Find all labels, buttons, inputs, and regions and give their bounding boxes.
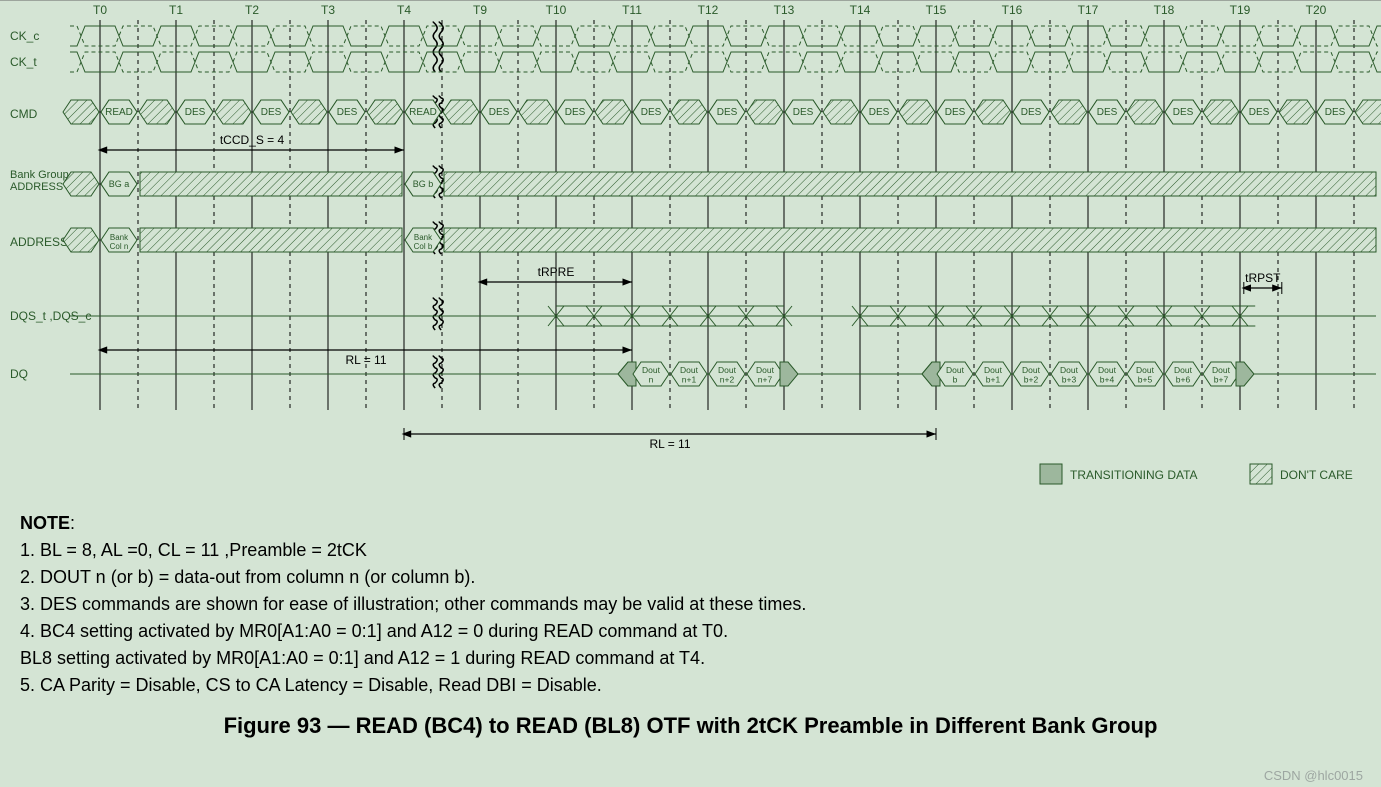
svg-text:RL = 11: RL = 11 bbox=[345, 353, 386, 367]
svg-text:tRPRE: tRPRE bbox=[538, 265, 575, 279]
watermark: CSDN @hlc0015 bbox=[1264, 768, 1363, 783]
svg-text:T12: T12 bbox=[698, 3, 719, 17]
svg-text:BankCol b: BankCol b bbox=[414, 233, 433, 251]
svg-text:DES: DES bbox=[1173, 107, 1194, 118]
svg-text:Bank GroupADDRESS: Bank GroupADDRESS bbox=[10, 169, 69, 193]
note-line: 2. DOUT n (or b) = data-out from column … bbox=[20, 564, 1361, 591]
svg-text:T15: T15 bbox=[926, 3, 947, 17]
svg-text:Doutb+2: Doutb+2 bbox=[1022, 365, 1041, 384]
svg-text:T4: T4 bbox=[397, 3, 411, 17]
svg-text:Doutb+5: Doutb+5 bbox=[1136, 365, 1155, 384]
notes-header: NOTE bbox=[20, 513, 70, 533]
svg-text:DES: DES bbox=[185, 107, 206, 118]
note-line: 3. DES commands are shown for ease of il… bbox=[20, 591, 1361, 618]
notes-lines: 1. BL = 8, AL =0, CL = 11 ,Preamble = 2t… bbox=[20, 537, 1361, 699]
svg-text:DES: DES bbox=[565, 107, 586, 118]
svg-text:Doutb+3: Doutb+3 bbox=[1060, 365, 1079, 384]
svg-text:DES: DES bbox=[641, 107, 662, 118]
svg-text:tCCD_S = 4: tCCD_S = 4 bbox=[220, 133, 285, 147]
svg-text:T13: T13 bbox=[774, 3, 795, 17]
svg-text:READ: READ bbox=[409, 107, 437, 118]
svg-text:DES: DES bbox=[337, 107, 358, 118]
svg-text:BankCol n: BankCol n bbox=[110, 233, 129, 251]
svg-text:Doutb+1: Doutb+1 bbox=[984, 365, 1003, 384]
svg-text:DES: DES bbox=[489, 107, 510, 118]
svg-text:DQ: DQ bbox=[10, 367, 28, 381]
svg-text:DES: DES bbox=[1097, 107, 1118, 118]
svg-text:CMD: CMD bbox=[10, 107, 38, 121]
svg-text:DON'T CARE: DON'T CARE bbox=[1280, 468, 1353, 482]
svg-text:CK_c: CK_c bbox=[10, 29, 39, 43]
notes-block: NOTE: 1. BL = 8, AL =0, CL = 11 ,Preambl… bbox=[0, 500, 1381, 699]
svg-text:T11: T11 bbox=[622, 3, 642, 17]
svg-text:Doutn+1: Doutn+1 bbox=[680, 365, 699, 384]
svg-text:T1: T1 bbox=[169, 3, 183, 17]
svg-text:T17: T17 bbox=[1078, 3, 1099, 17]
svg-text:DES: DES bbox=[793, 107, 814, 118]
svg-text:Doutb+4: Doutb+4 bbox=[1098, 365, 1117, 384]
svg-text:BG a: BG a bbox=[109, 179, 130, 189]
svg-text:T18: T18 bbox=[1154, 3, 1175, 17]
svg-text:T0: T0 bbox=[93, 3, 107, 17]
svg-text:T14: T14 bbox=[850, 3, 871, 17]
svg-text:Doutb+6: Doutb+6 bbox=[1174, 365, 1193, 384]
note-line: 5. CA Parity = Disable, CS to CA Latency… bbox=[20, 672, 1361, 699]
svg-text:Doutn+2: Doutn+2 bbox=[718, 365, 737, 384]
svg-text:ADDRESS: ADDRESS bbox=[10, 235, 68, 249]
note-line: BL8 setting activated by MR0[A1:A0 = 0:1… bbox=[20, 645, 1361, 672]
svg-text:T19: T19 bbox=[1230, 3, 1251, 17]
svg-text:T10: T10 bbox=[546, 3, 567, 17]
svg-text:T2: T2 bbox=[245, 3, 259, 17]
timing-svg: T0 T1 T2 T3 T4 T9 T10 T11 T12 T13 T14 T15 T16 T17 T18 T… bbox=[0, 0, 1381, 500]
timing-diagram: T0 T1 T2 T3 T4 T9 T10 T11 T12 T13 T14 T15 T16 T17 T18 T… bbox=[0, 0, 1381, 500]
svg-text:DES: DES bbox=[1325, 107, 1346, 118]
svg-text:DES: DES bbox=[1021, 107, 1042, 118]
svg-text:DES: DES bbox=[945, 107, 966, 118]
svg-text:T9: T9 bbox=[473, 3, 487, 17]
svg-text:CK_t: CK_t bbox=[10, 55, 37, 69]
note-line: 1. BL = 8, AL =0, CL = 11 ,Preamble = 2t… bbox=[20, 537, 1361, 564]
svg-text:DES: DES bbox=[717, 107, 738, 118]
svg-text:DES: DES bbox=[261, 107, 282, 118]
svg-text:BG b: BG b bbox=[413, 179, 434, 189]
svg-text:RL = 11: RL = 11 bbox=[649, 437, 690, 451]
svg-text:DES: DES bbox=[869, 107, 890, 118]
svg-text:Doutn+7: Doutn+7 bbox=[756, 365, 775, 384]
svg-text:T3: T3 bbox=[321, 3, 335, 17]
svg-text:READ: READ bbox=[105, 107, 133, 118]
svg-text:TRANSITIONING DATA: TRANSITIONING DATA bbox=[1070, 468, 1198, 482]
note-line: 4. BC4 setting activated by MR0[A1:A0 = … bbox=[20, 618, 1361, 645]
svg-text:T20: T20 bbox=[1306, 3, 1327, 17]
figure-title: Figure 93 — READ (BC4) to READ (BL8) OTF… bbox=[0, 699, 1381, 749]
svg-text:DES: DES bbox=[1249, 107, 1270, 118]
svg-text:T16: T16 bbox=[1002, 3, 1023, 17]
svg-text:tRPST: tRPST bbox=[1245, 271, 1281, 285]
svg-text:Doutb+7: Doutb+7 bbox=[1212, 365, 1231, 384]
